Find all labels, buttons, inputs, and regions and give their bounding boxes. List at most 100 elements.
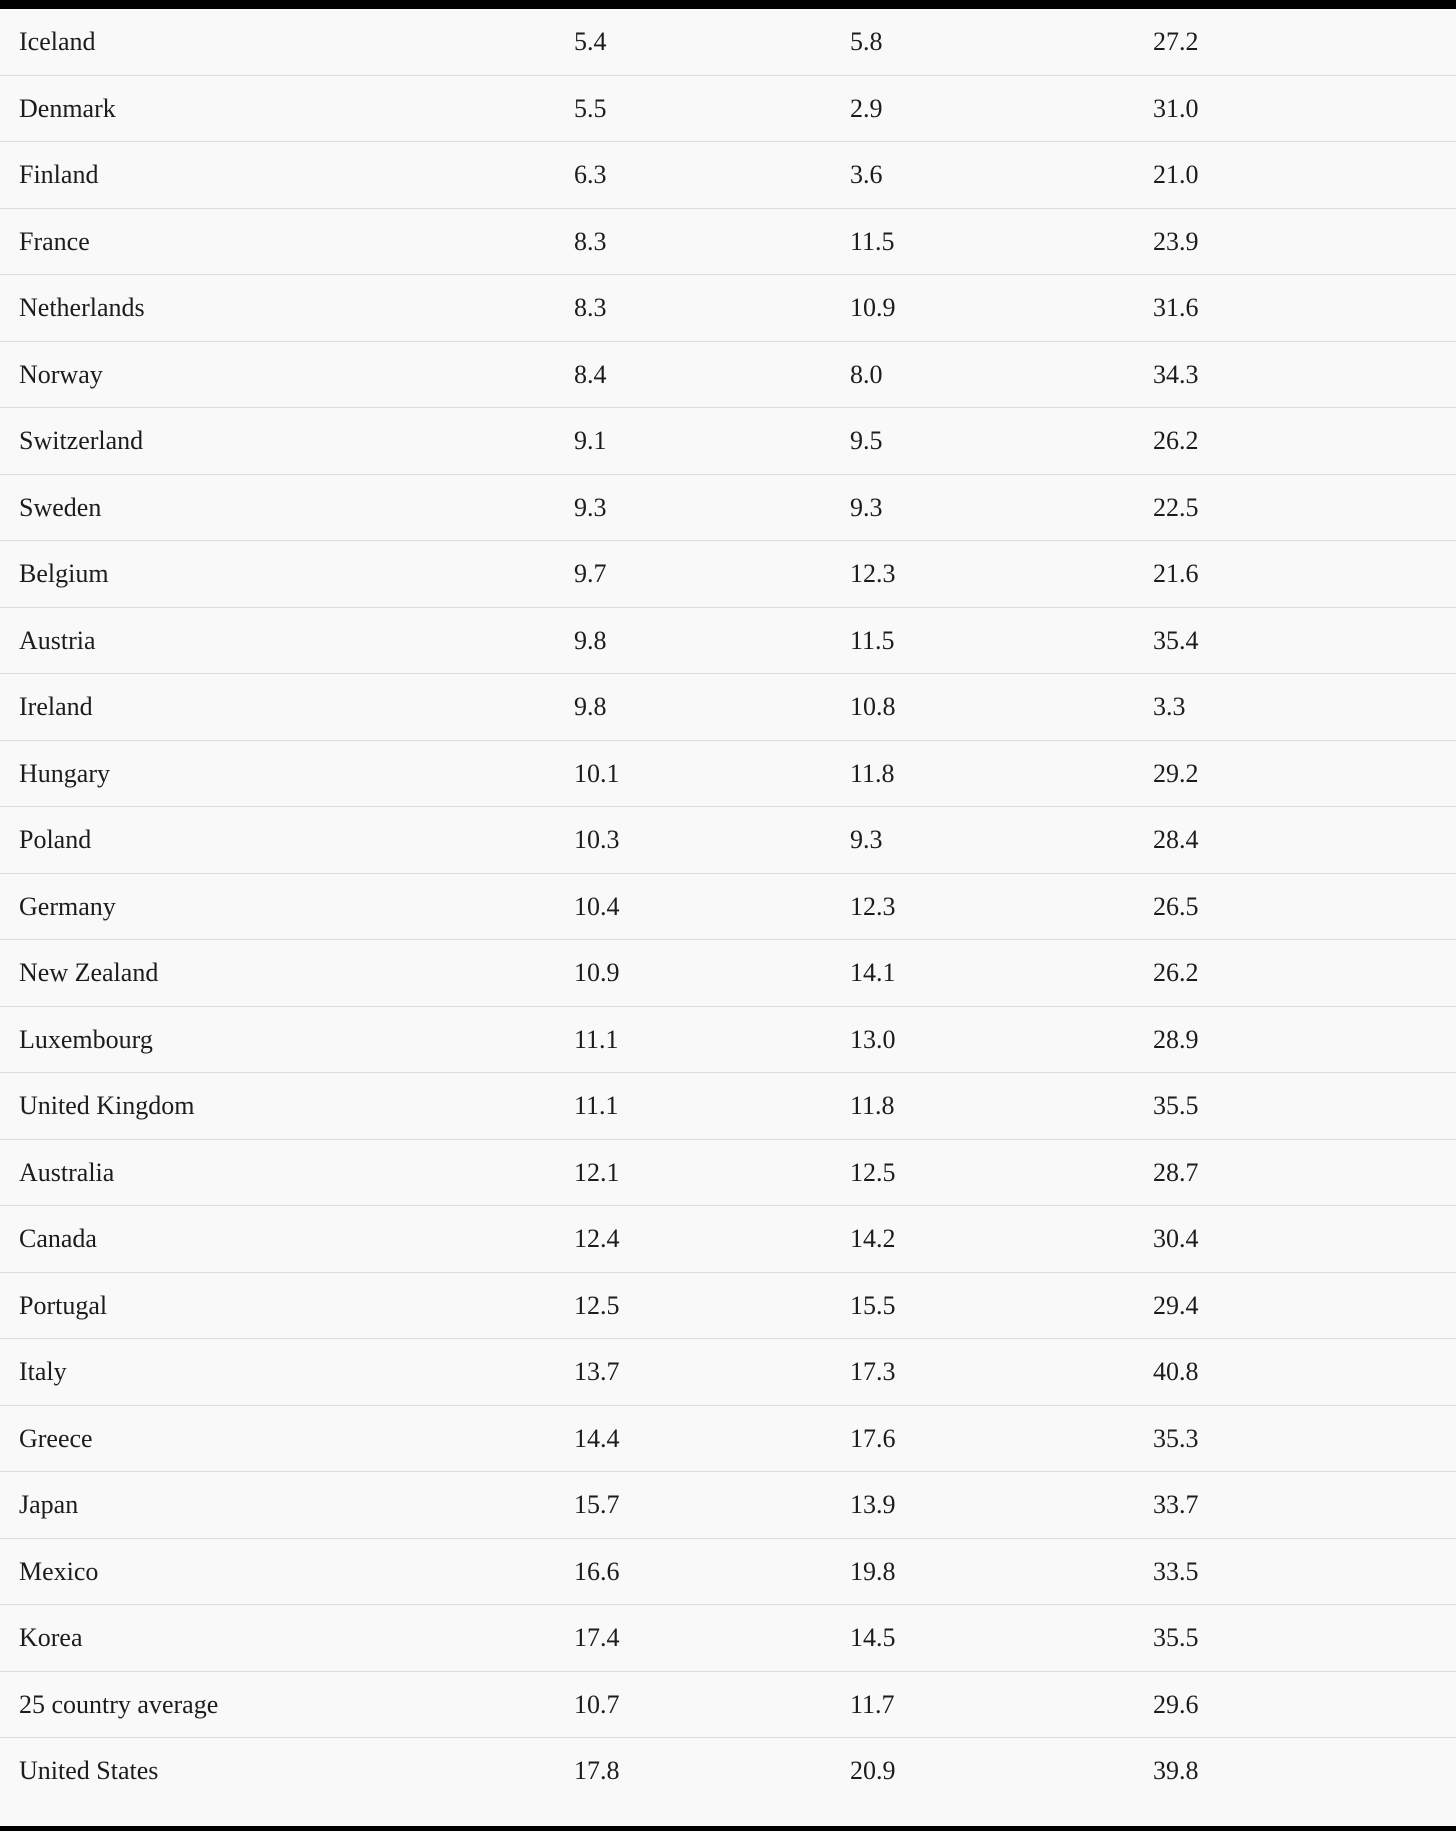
value-cell-2: 11.8 [850,758,895,788]
value-cell-3: 35.5 [1153,1091,1199,1120]
country-cell: Sweden [19,492,102,522]
value-cell-3: 34.3 [1153,359,1199,389]
country-cell: Austria [19,625,96,655]
table-row: Japan 15.7 13.9 33.7 [0,1472,1456,1539]
value-cell-3: 21.0 [1153,160,1199,189]
value-cell-3: 27.2 [1153,27,1199,56]
country-cell: Portugal [19,1290,108,1320]
value-cell-1: 11.1 [574,1024,619,1054]
table-row: Germany 10.4 12.3 26.5 [0,874,1456,940]
value-cell-1: 9.7 [574,559,607,588]
value-cell-2: 2.9 [850,93,883,123]
table-row: 25 country average 10.7 11.7 29.6 [0,1672,1456,1738]
value-cell-3: 26.5 [1153,891,1199,921]
value-cell-2: 14.1 [850,958,896,987]
value-cell-3: 28.9 [1153,1024,1199,1054]
table-bottom-rule [0,1826,1456,1831]
value-cell-3: 3.3 [1153,692,1186,721]
value-cell-2: 11.5 [850,226,895,256]
value-cell-1: 10.1 [574,758,620,788]
value-cell-1: 17.8 [574,1756,620,1785]
value-cell-2: 9.3 [850,825,883,854]
value-cell-2: 8.0 [850,359,883,389]
value-cell-2: 3.6 [850,160,883,189]
country-cell: Netherlands [19,293,145,322]
value-cell-1: 12.5 [574,1290,620,1320]
value-cell-1: 9.1 [574,426,607,455]
country-cell: Australia [19,1157,115,1187]
country-cell: United States [19,1756,159,1785]
value-cell-1: 15.7 [574,1490,620,1519]
value-cell-2: 11.8 [850,1091,895,1120]
table-row: Mexico 16.6 19.8 33.5 [0,1539,1456,1605]
table-top-rule [0,0,1456,9]
value-cell-2: 20.9 [850,1756,896,1785]
value-cell-1: 10.4 [574,891,620,921]
value-cell-1: 17.4 [574,1623,620,1652]
value-cell-1: 16.6 [574,1556,620,1586]
table-row: Sweden 9.3 9.3 22.5 [0,475,1456,541]
table-row: Luxembourg 11.1 13.0 28.9 [0,1007,1456,1073]
value-cell-3: 40.8 [1153,1357,1199,1386]
value-cell-2: 9.5 [850,426,883,455]
value-cell-2: 12.5 [850,1157,896,1187]
value-cell-3: 35.5 [1153,1623,1199,1652]
value-cell-2: 12.3 [850,891,896,921]
country-cell: Mexico [19,1556,99,1586]
country-cell: Italy [19,1357,67,1386]
country-cell: 25 country average [19,1689,219,1719]
value-cell-1: 12.4 [574,1224,620,1253]
table-body: Iceland 5.4 5.8 27.2 Denmark 5.5 2.9 31.0 Finlan… [0,9,1456,1805]
table-row: Ireland 9.8 10.8 3.3 [0,674,1456,741]
value-cell-2: 14.5 [850,1623,896,1652]
value-cell-3: 35.4 [1153,625,1199,655]
value-cell-3: 23.9 [1153,226,1199,256]
country-cell: Iceland [19,27,96,56]
value-cell-1: 5.4 [574,27,607,56]
value-cell-2: 10.8 [850,692,896,721]
country-cell: Norway [19,359,103,389]
value-cell-3: 33.5 [1153,1556,1199,1586]
value-cell-1: 5.5 [574,93,607,123]
table-row: Belgium 9.7 12.3 21.6 [0,541,1456,608]
value-cell-2: 15.5 [850,1290,896,1320]
value-cell-3: 33.7 [1153,1490,1199,1519]
value-cell-1: 10.7 [574,1689,620,1719]
value-cell-3: 28.4 [1153,825,1199,854]
value-cell-2: 9.3 [850,492,883,522]
value-cell-3: 26.2 [1153,958,1199,987]
value-cell-3: 39.8 [1153,1756,1199,1785]
value-cell-3: 30.4 [1153,1224,1199,1253]
value-cell-3: 28.7 [1153,1157,1199,1187]
value-cell-1: 9.8 [574,625,607,655]
table-row: Canada 12.4 14.2 30.4 [0,1206,1456,1273]
value-cell-1: 8.4 [574,359,607,389]
value-cell-2: 13.0 [850,1024,896,1054]
country-cell: Finland [19,160,99,189]
table-row: Austria 9.8 11.5 35.4 [0,608,1456,674]
value-cell-1: 12.1 [574,1157,620,1187]
table-row: Switzerland 9.1 9.5 26.2 [0,408,1456,475]
table-row: New Zealand 10.9 14.1 26.2 [0,940,1456,1007]
country-cell: Denmark [19,93,116,123]
country-cell: Luxembourg [19,1024,153,1054]
value-cell-1: 10.9 [574,958,620,987]
country-cell: France [19,226,90,256]
value-cell-1: 11.1 [574,1091,619,1120]
value-cell-1: 9.3 [574,492,607,522]
value-cell-1: 8.3 [574,226,607,256]
table-row: Greece 14.4 17.6 35.3 [0,1406,1456,1472]
country-cell: Hungary [19,758,110,788]
table-row: Finland 6.3 3.6 21.0 [0,142,1456,209]
value-cell-3: 31.0 [1153,93,1199,123]
value-cell-2: 13.9 [850,1490,896,1519]
country-cell: Canada [19,1224,97,1253]
value-cell-3: 29.2 [1153,758,1199,788]
table-row: Norway 8.4 8.0 34.3 [0,342,1456,408]
country-cell: Germany [19,891,116,921]
table-row: Hungary 10.1 11.8 29.2 [0,741,1456,807]
table-row: France 8.3 11.5 23.9 [0,209,1456,275]
value-cell-2: 10.9 [850,293,896,322]
value-cell-1: 10.3 [574,825,620,854]
